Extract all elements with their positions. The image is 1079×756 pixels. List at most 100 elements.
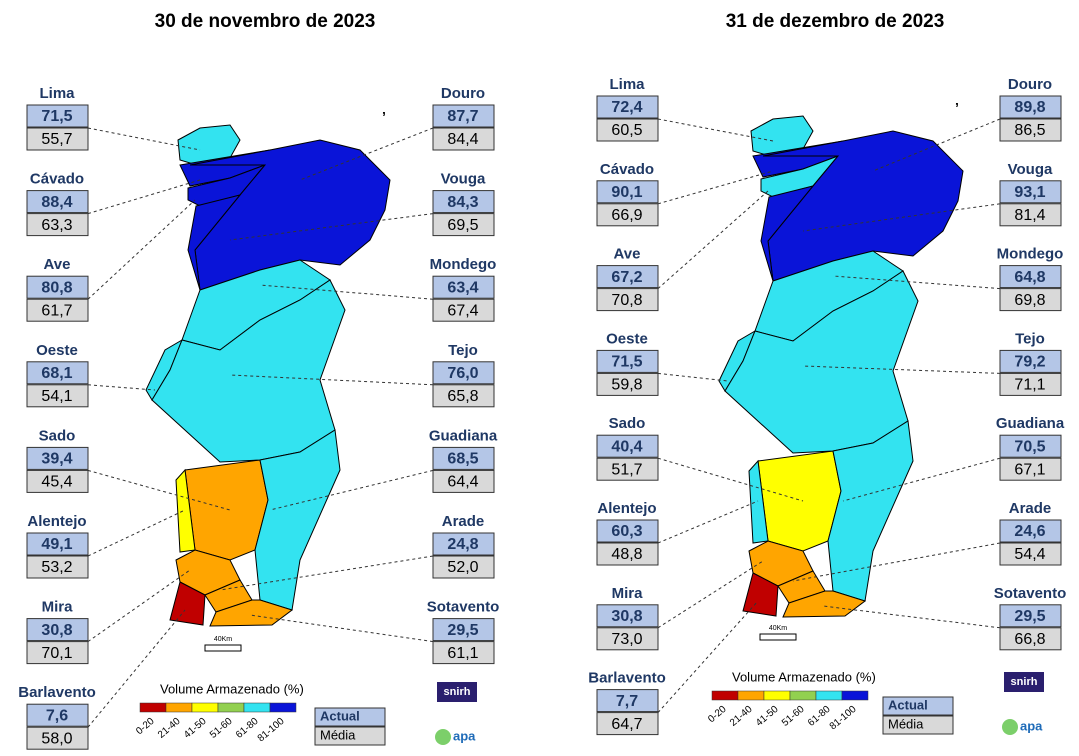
basin-name: Sotavento (994, 585, 1067, 602)
actual-value: 84,3 (447, 194, 478, 211)
media-value: 81,4 (1014, 207, 1045, 224)
actual-box (999, 519, 1062, 543)
media-box (432, 555, 495, 579)
actual-box (26, 190, 89, 214)
actual-box (596, 434, 659, 458)
media-box (596, 118, 659, 142)
media-box (596, 542, 659, 566)
actual-value: 30,8 (41, 622, 72, 639)
media-box (26, 127, 89, 151)
media-value: 69,8 (1014, 292, 1045, 309)
basin-name: Oeste (606, 330, 648, 347)
media-box (432, 469, 495, 493)
leader-line (249, 614, 434, 643)
actual-value: 40,4 (611, 438, 642, 455)
actual-box (596, 519, 659, 543)
leader-line (792, 542, 1001, 582)
actual-box (596, 349, 659, 373)
leader-line (872, 118, 1001, 172)
actual-box (596, 604, 659, 628)
media-box (26, 298, 89, 322)
basin-name: Mondego (997, 246, 1064, 263)
media-value: 54,4 (1014, 546, 1045, 563)
legend-class: 51-60 (208, 716, 235, 741)
legend-swatch (815, 690, 843, 701)
basin-name: Douro (441, 85, 485, 102)
actual-value: 67,2 (611, 269, 642, 286)
media-value: 58,0 (41, 730, 72, 747)
actual-value: 39,4 (41, 451, 72, 468)
actual-value: 68,1 (41, 365, 72, 382)
actual-box (596, 95, 659, 119)
media-value: 71,1 (1014, 377, 1045, 394)
media-value: 54,1 (41, 388, 72, 405)
actual-value: 88,4 (41, 194, 72, 211)
media-box (596, 457, 659, 481)
media-box (999, 457, 1062, 481)
media-box (432, 384, 495, 408)
leader-line (87, 127, 201, 151)
media-box (999, 118, 1062, 142)
media-box (596, 372, 659, 396)
media-value: 84,4 (447, 131, 478, 148)
basin-name: Sado (609, 415, 646, 432)
legend-media-box (882, 715, 954, 735)
leader-line (657, 560, 764, 629)
logo-apa: apa (453, 728, 476, 743)
basin-region (827, 420, 914, 602)
basin-region (151, 279, 346, 463)
media-value: 73,0 (611, 631, 642, 648)
basin-region (177, 124, 241, 167)
legend-media: Média (888, 716, 924, 731)
actual-value: 29,5 (1014, 608, 1045, 625)
basin-name: Lima (609, 76, 645, 93)
media-box (26, 641, 89, 665)
basin-name: Guadiana (429, 427, 498, 444)
legend-media-box (314, 726, 386, 746)
actual-box (999, 349, 1062, 373)
actual-box (432, 104, 495, 128)
map: ’ (718, 100, 964, 618)
basin-name: Sotavento (427, 599, 500, 616)
media-box (26, 726, 89, 750)
media-box (999, 288, 1062, 312)
basin-name: Sado (39, 427, 76, 444)
basin-name: Tejo (448, 342, 478, 359)
actual-value: 24,6 (1014, 523, 1045, 540)
media-value: 64,7 (611, 716, 642, 733)
basin-region (184, 459, 269, 561)
legend-title: Volume Armazenado (%) (160, 681, 304, 696)
leader-line (87, 199, 196, 300)
basin-region (782, 590, 867, 618)
legend-class: 0-20 (134, 716, 157, 738)
actual-value: 90,1 (611, 184, 642, 201)
actual-value: 30,8 (611, 608, 642, 625)
media-box (26, 213, 89, 237)
leader-line (657, 118, 774, 142)
leader-line (87, 509, 186, 557)
media-value: 67,4 (447, 302, 478, 319)
legend-swatch (789, 690, 817, 701)
logo-snirh-bg (437, 682, 477, 702)
basin-name: Alentejo (597, 500, 656, 517)
legend-actual: Actual (888, 697, 928, 712)
media-value: 45,4 (41, 474, 72, 491)
media-value: 66,9 (611, 207, 642, 224)
actual-box (999, 434, 1062, 458)
leader-line (87, 179, 201, 215)
actual-value: 72,4 (611, 99, 642, 116)
leader-line (229, 374, 434, 386)
legend-swatch (139, 702, 167, 713)
leader-line (87, 609, 186, 728)
actual-value: 24,8 (447, 536, 478, 553)
legend-swatch (191, 702, 219, 713)
media-box (432, 213, 495, 237)
basin-name: Mira (612, 585, 644, 602)
legend-actual: Actual (320, 708, 360, 723)
logo-snirh: snirh (1011, 676, 1038, 688)
legend-swatch (763, 690, 791, 701)
legend-swatch (269, 702, 297, 713)
legend-actual-box (314, 707, 386, 727)
media-value: 64,4 (447, 474, 478, 491)
